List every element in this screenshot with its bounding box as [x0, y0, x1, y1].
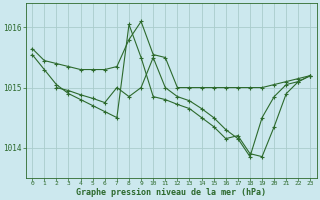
X-axis label: Graphe pression niveau de la mer (hPa): Graphe pression niveau de la mer (hPa)	[76, 188, 266, 197]
